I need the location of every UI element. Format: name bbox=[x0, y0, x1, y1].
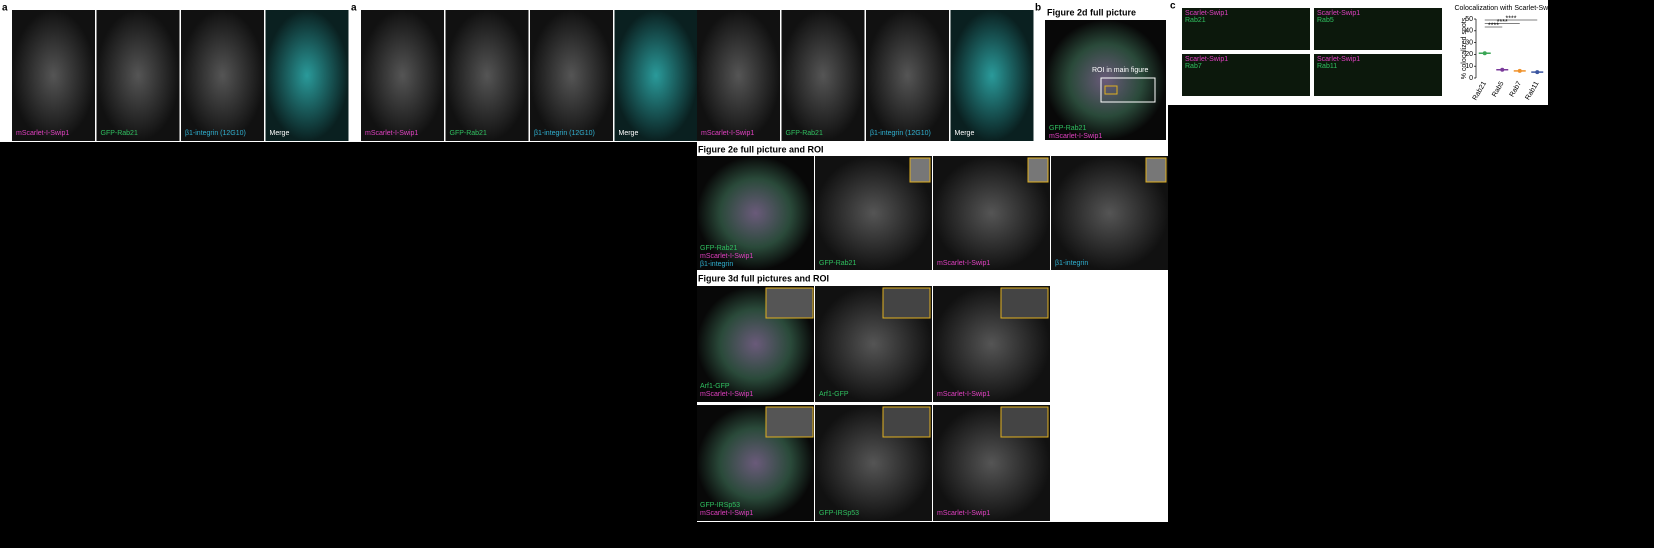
micrograph bbox=[950, 10, 1034, 141]
legend: GFP-IRSp53 bbox=[700, 502, 740, 509]
legend: mScarlet-I-Swip1 bbox=[700, 510, 753, 517]
mean-point bbox=[1482, 51, 1487, 56]
sig-label: **** bbox=[1488, 22, 1499, 29]
inset bbox=[1000, 406, 1049, 438]
y-tick-label: 10 bbox=[1465, 63, 1473, 70]
micrograph bbox=[614, 10, 698, 141]
inset bbox=[882, 406, 931, 438]
y-tick-label: 40 bbox=[1465, 28, 1473, 35]
sig-label: **** bbox=[1506, 15, 1517, 22]
channel-label: β1-integrin bbox=[1055, 260, 1088, 267]
channel-label: mScarlet-I-Swip1 bbox=[937, 260, 990, 267]
panel-label: c bbox=[1170, 1, 1176, 12]
channel-label: β1-integrin (12G10) bbox=[185, 130, 246, 137]
kymo-label: Scarlet-Swip1 bbox=[1185, 56, 1228, 63]
kymo-label: Scarlet-Swip1 bbox=[1317, 10, 1360, 17]
channel-label: GFP-Rab21 bbox=[101, 130, 138, 137]
micrograph bbox=[781, 10, 865, 141]
section-title: Figure 3d full pictures and ROI bbox=[698, 273, 829, 283]
channel-label: mScarlet-I-Swip1 bbox=[937, 391, 990, 398]
micrograph bbox=[697, 10, 780, 141]
inset bbox=[765, 287, 814, 319]
channel-label: mScarlet-I-Swip1 bbox=[701, 130, 754, 137]
kymo-label: Scarlet-Swip1 bbox=[1185, 10, 1228, 17]
channel-label: mScarlet-I-Swip1 bbox=[937, 510, 990, 517]
y-axis-label: % colocalized spots bbox=[1461, 17, 1468, 79]
channel-label: β1-integrin (12G10) bbox=[534, 130, 595, 137]
micrograph bbox=[1045, 20, 1166, 140]
micrograph bbox=[96, 10, 180, 141]
inset bbox=[765, 406, 814, 438]
micrograph bbox=[866, 10, 949, 141]
mean-point bbox=[1517, 68, 1522, 73]
kymo-label: Rab7 bbox=[1185, 63, 1202, 70]
kymograph bbox=[1182, 54, 1310, 96]
kymograph bbox=[1314, 8, 1442, 50]
inset bbox=[1000, 287, 1049, 319]
mean-point bbox=[1535, 70, 1540, 75]
inset bbox=[882, 287, 931, 319]
micrograph bbox=[12, 10, 95, 141]
micrograph bbox=[697, 156, 814, 270]
y-tick-label: 0 bbox=[1469, 75, 1473, 82]
channel-label: β1-integrin (12G10) bbox=[870, 130, 931, 137]
legend: Arf1-GFP bbox=[700, 383, 730, 390]
inset bbox=[1145, 157, 1167, 183]
kymo-label: Rab5 bbox=[1317, 17, 1334, 24]
y-tick-label: 20 bbox=[1465, 51, 1473, 58]
micrograph bbox=[361, 10, 444, 141]
legend: β1-integrin bbox=[700, 261, 733, 268]
inset bbox=[1027, 157, 1049, 183]
channel-label: GFP-Rab21 bbox=[786, 130, 823, 137]
channel-label: GFP-Rab21 bbox=[819, 260, 856, 267]
micrograph bbox=[530, 10, 613, 141]
chart-title: Colocalization with Scarlet-Swip1 bbox=[1454, 5, 1557, 12]
channel-label: Arf1-GFP bbox=[819, 391, 849, 398]
legend: mScarlet-I-Swip1 bbox=[700, 253, 753, 260]
y-tick-label: 50 bbox=[1465, 16, 1473, 23]
mean-point bbox=[1500, 67, 1505, 72]
kymo-label: Rab11 bbox=[1317, 63, 1337, 70]
kymo-label: Scarlet-Swip1 bbox=[1317, 56, 1360, 63]
legend: mScarlet-I-Swip1 bbox=[700, 391, 753, 398]
channel-label: GFP-IRSp53 bbox=[819, 510, 859, 517]
micrograph bbox=[265, 10, 349, 141]
legend: GFP-Rab21 bbox=[700, 245, 737, 252]
channel-label: mScarlet-I-Swip1 bbox=[16, 130, 69, 137]
kymograph bbox=[1182, 8, 1310, 50]
panel-label: b bbox=[1035, 3, 1041, 14]
channel-label: mScarlet-I-Swip1 bbox=[365, 130, 418, 137]
roi-label: ROI in main figure bbox=[1092, 67, 1149, 74]
legend: GFP-Rab21 bbox=[1049, 125, 1086, 132]
micrograph bbox=[445, 10, 529, 141]
y-tick-label: 30 bbox=[1465, 39, 1473, 46]
inset bbox=[909, 157, 931, 183]
legend: mScarlet-I-Swip1 bbox=[1049, 133, 1102, 140]
roi-box bbox=[1100, 77, 1156, 103]
channel-label: Merge bbox=[270, 130, 290, 137]
channel-label: Merge bbox=[955, 130, 975, 137]
kymo-label: Rab21 bbox=[1185, 17, 1206, 24]
kymograph bbox=[1314, 54, 1442, 96]
panel-label: a bbox=[351, 3, 357, 14]
channel-label: GFP-Rab21 bbox=[450, 130, 487, 137]
panel-title: Figure 2d full picture bbox=[1047, 7, 1136, 17]
micrograph bbox=[181, 10, 264, 141]
sig-label: **** bbox=[1497, 19, 1508, 26]
panel-label: a bbox=[2, 3, 8, 14]
section-title: Figure 2e full picture and ROI bbox=[698, 144, 824, 154]
roi-inner bbox=[1104, 85, 1118, 95]
channel-label: Merge bbox=[619, 130, 639, 137]
